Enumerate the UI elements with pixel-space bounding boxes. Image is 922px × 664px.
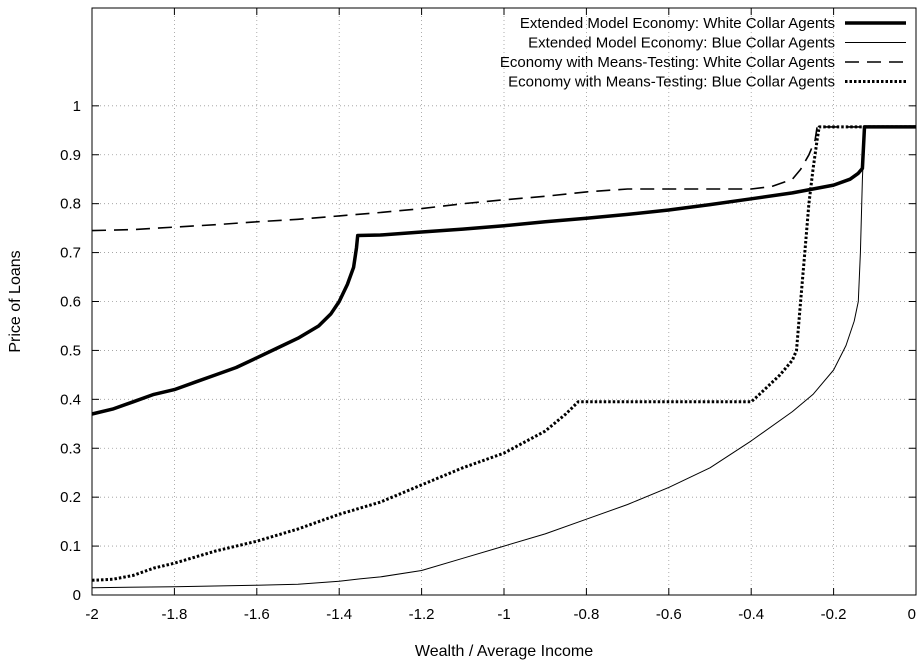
y-tick-label: 0.8 [60, 196, 81, 213]
y-tick-label: 0.5 [60, 342, 81, 359]
legend: Extended Model Economy: White Collar Age… [500, 15, 906, 91]
y-tick-label: 0.9 [60, 147, 81, 164]
y-tick-label: 0.2 [60, 489, 81, 506]
y-tick-label: 0.1 [60, 538, 81, 555]
x-axis-label: Wealth / Average Income [415, 643, 593, 660]
x-tick-label: -1 [497, 606, 510, 623]
x-tick-label: -0.2 [821, 606, 847, 623]
series-line-1 [91, 125, 916, 416]
y-tick-label: 0.6 [60, 294, 81, 311]
series-line-4 [91, 125, 916, 582]
x-tick-label: -1.6 [244, 606, 270, 623]
plot-frame [91, 7, 917, 596]
series-line-3 [91, 126, 916, 232]
x-tick-label: -2 [85, 606, 98, 623]
x-tick-label: -0.6 [656, 606, 682, 623]
x-tick-label: 0 [908, 606, 916, 623]
y-tick-label: 0 [73, 587, 81, 604]
x-tick-label: -1.4 [326, 606, 352, 623]
legend-label: Economy with Means-Testing: Blue Collar … [508, 74, 835, 91]
y-tick-label: 0.7 [60, 245, 81, 262]
x-tick-labels: -2 -1.8 -1.6 -1.4 -1.2 -1 -0.8 -0.6 -0.4 -0.2 0 [85, 606, 916, 623]
x-tick-label: -1.2 [409, 606, 435, 623]
legend-label: Economy with Means-Testing: White Collar… [500, 54, 835, 71]
series-lines [91, 125, 916, 589]
y-tick-labels: 0 0.1 0.2 0.3 0.4 0.5 0.6 0.7 0.8 0.9 1 [60, 98, 81, 604]
y-tick-label: 1 [73, 98, 81, 115]
grid-lines [92, 8, 916, 595]
y-axis-label: Price of Loans [7, 250, 24, 352]
x-tick-label: -0.4 [738, 606, 764, 623]
y-tick-label: 0.4 [60, 391, 81, 408]
legend-label: Extended Model Economy: Blue Collar Agen… [528, 35, 835, 52]
x-tick-label: -0.8 [573, 606, 599, 623]
legend-label: Extended Model Economy: White Collar Age… [520, 15, 835, 32]
series-line-2 [91, 126, 916, 589]
y-tick-label: 0.3 [60, 440, 81, 457]
x-tick-label: -1.8 [161, 606, 187, 623]
